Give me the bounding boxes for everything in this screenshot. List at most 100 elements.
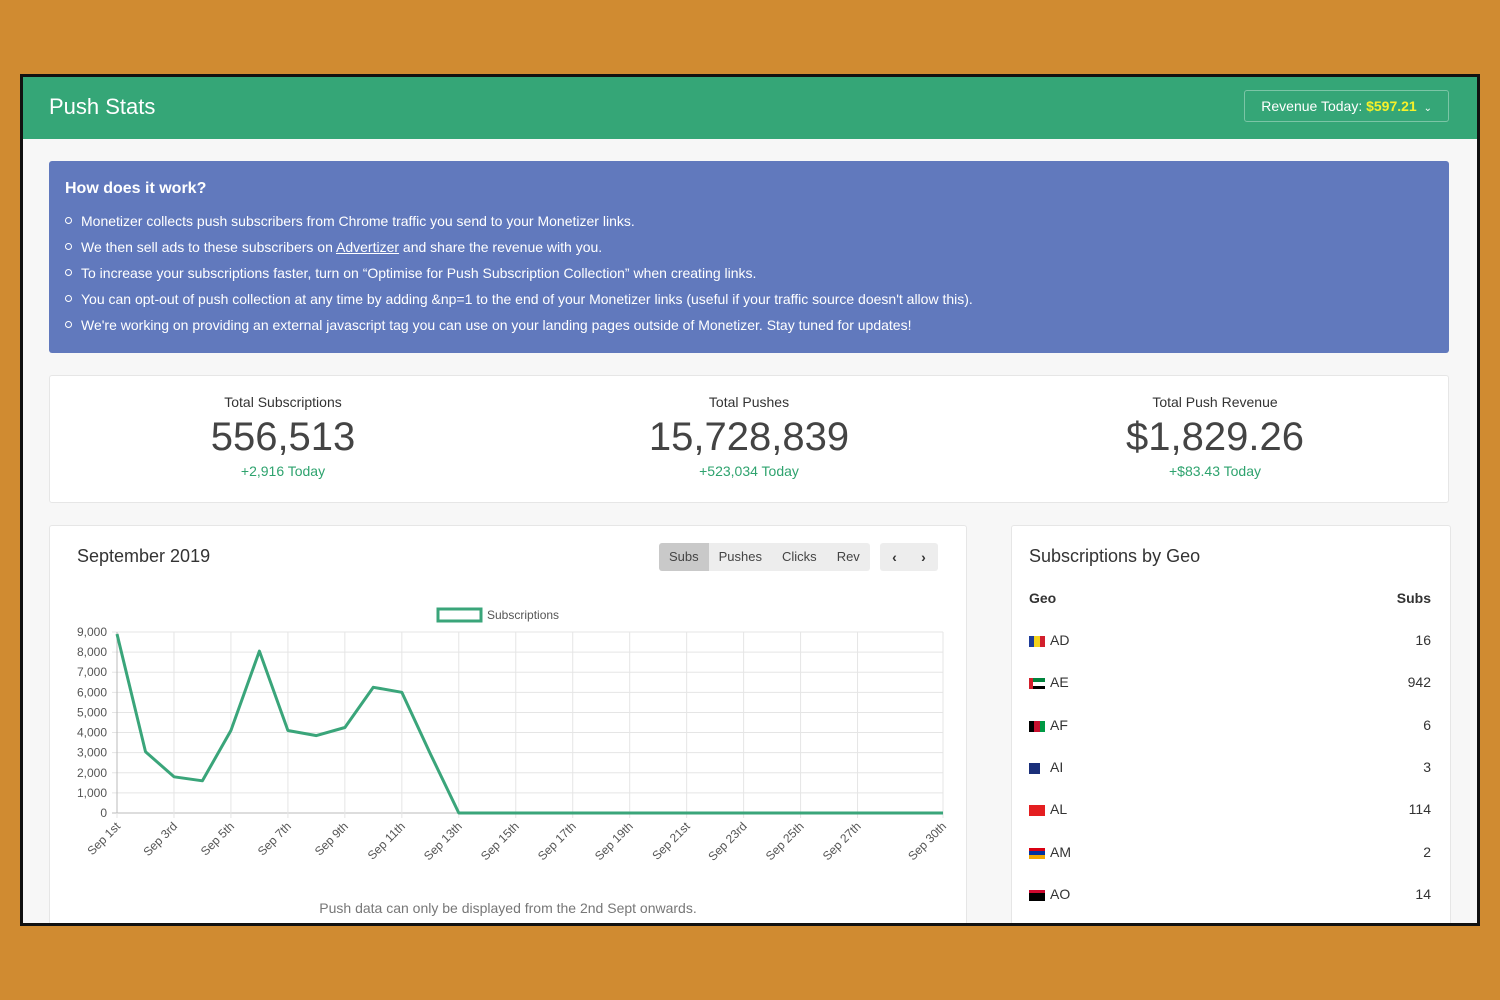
tab-clicks[interactable]: Clicks (772, 543, 827, 571)
flag-icon (1029, 847, 1045, 859)
geo-row-af: AF 6 (1029, 717, 1431, 737)
y-tick-label: 6,000 (77, 685, 107, 699)
x-tick-label: Sep 7th (255, 819, 294, 858)
subscriptions-series-line (115, 633, 943, 815)
bullet-icon (65, 243, 72, 250)
y-tick-label: 4,000 (77, 726, 107, 740)
month-navigation: ‹ › (880, 543, 938, 571)
subscriptions-line-chart: 0 1,000 2,000 3,000 4,000 5,000 6,000 7,000 8,00… (77, 607, 949, 864)
revenue-today-dropdown[interactable]: Revenue Today: $597.21 ⌄ (1244, 90, 1449, 122)
next-month-button[interactable]: › (909, 543, 938, 571)
geo-row-ae: AE 942 (1029, 674, 1431, 694)
x-tick-label: Sep 5th (198, 819, 237, 858)
info-item: Monetizer collects push subscribers from… (65, 211, 973, 237)
y-tick-label: 0 (100, 806, 107, 820)
y-tick-label: 9,000 (77, 625, 107, 639)
flag-icon (1029, 805, 1045, 817)
geo-subs-count: 14 (1415, 885, 1431, 902)
flag-icon (1029, 762, 1045, 774)
x-tick-label: Sep 23rd (705, 819, 749, 863)
chart-month-title: September 2019 (77, 546, 211, 566)
tab-pushes[interactable]: Pushes (708, 543, 773, 571)
y-tick-label: 3,000 (77, 746, 107, 760)
geo-row-al: AL 114 (1029, 801, 1431, 821)
stat-delta: +$83.43 Today (1169, 463, 1261, 479)
metric-tabs: Subs Pushes Clicks Rev (659, 543, 870, 571)
geo-row-ao: AO 14 (1029, 886, 1431, 906)
geo-subs-count: 2 (1423, 843, 1431, 860)
geo-subs-count: 942 (1407, 674, 1431, 691)
geo-code: AL (1050, 801, 1068, 818)
previous-month-button[interactable]: ‹ (880, 543, 909, 571)
stat-label: Total Subscriptions (224, 394, 342, 410)
bullet-icon (65, 321, 72, 328)
stat-label: Total Push Revenue (1152, 394, 1278, 410)
flag-icon (1029, 636, 1045, 647)
geo-subs-count: 6 (1423, 716, 1431, 733)
x-tick-label: Sep 30th (905, 819, 949, 863)
tab-subs[interactable]: Subs (659, 543, 709, 571)
bullet-icon (65, 217, 72, 224)
stat-value: 556,513 (210, 415, 356, 459)
chevron-right-icon: › (921, 549, 926, 565)
revenue-label: Revenue Today: (1261, 98, 1363, 114)
info-item: We then sell ads to these subscribers on… (65, 237, 973, 263)
stat-total-subscriptions: Total Subscriptions 556,513 +2,916 Today (50, 376, 516, 479)
legend-swatch (436, 607, 483, 623)
geo-row-ai: AI 3 (1029, 759, 1431, 779)
y-tick-label: 1,000 (77, 786, 107, 800)
flag-icon (1029, 720, 1045, 732)
info-text: We then sell ads to these subscribers on (81, 239, 336, 255)
stat-total-pushes: Total Pushes 15,728,839 +523,034 Today (516, 376, 982, 479)
top-bar: Push Stats Revenue Today: $597.21 ⌄ (23, 77, 1477, 139)
bullet-icon (65, 295, 72, 302)
x-tick-label: Sep 17th (535, 819, 579, 863)
x-tick-label: Sep 15th (478, 819, 522, 863)
info-item: We're working on providing an external j… (65, 315, 973, 341)
y-tick-label: 8,000 (77, 645, 107, 659)
geo-code: AE (1050, 674, 1069, 691)
info-text: Monetizer collects push subscribers from… (81, 213, 635, 229)
y-tick-label: 5,000 (77, 705, 107, 719)
x-tick-label: Sep 1st (84, 819, 123, 858)
info-text: You can opt-out of push collection at an… (81, 291, 973, 307)
tab-rev[interactable]: Rev (826, 543, 870, 571)
y-tick-label: 2,000 (77, 766, 107, 780)
info-text: To increase your subscriptions faster, t… (81, 265, 757, 281)
app-window: Push Stats Revenue Today: $597.21 ⌄ How … (20, 74, 1480, 926)
y-tick-label: 7,000 (77, 665, 107, 679)
x-tick-label: Sep 21st (649, 819, 693, 863)
page-title: Push Stats (49, 94, 156, 119)
geo-code: AI (1050, 758, 1064, 775)
x-tick-label: Sep 27th (820, 819, 864, 863)
info-item: To increase your subscriptions faster, t… (65, 263, 973, 289)
geo-code: AD (1050, 632, 1070, 648)
info-text: We're working on providing an external j… (81, 317, 912, 333)
info-item: You can opt-out of push collection at an… (65, 289, 973, 315)
flag-icon (1029, 889, 1045, 901)
info-list: Monetizer collects push subscribers from… (65, 211, 973, 341)
info-text: and share the revenue with you. (399, 239, 603, 255)
chevron-down-icon: ⌄ (1423, 103, 1432, 114)
x-tick-label: Sep 3rd (140, 819, 180, 859)
revenue-amount: $597.21 (1366, 98, 1417, 114)
stats-summary: Total Subscriptions 556,513 +2,916 Today… (49, 375, 1449, 503)
stat-delta: +523,034 Today (699, 463, 799, 479)
geo-column-header: Geo (1029, 590, 1057, 606)
legend-label: Subscriptions (487, 608, 559, 622)
advertizer-link[interactable]: Advertizer (336, 239, 400, 255)
geo-title: Subscriptions by Geo (1029, 546, 1201, 566)
chart-note: Push data can only be displayed from the… (319, 900, 697, 916)
info-heading: How does it work? (65, 180, 207, 197)
flag-icon (1029, 678, 1045, 690)
monthly-chart-card: September 2019 Subs Pushes Clicks Rev ‹ … (49, 525, 967, 923)
x-tick-label: Sep 9th (312, 819, 351, 858)
geo-code: AF (1050, 716, 1068, 733)
geo-table-header: Geo Subs (1029, 590, 1431, 606)
stat-total-push-revenue: Total Push Revenue $1,829.26 +$83.43 Tod… (982, 376, 1448, 479)
x-tick-label: Sep 19th (592, 819, 636, 863)
geo-subs-count: 3 (1423, 758, 1431, 775)
how-it-works-panel: How does it work? Monetizer collects pus… (49, 161, 1449, 353)
geo-code: AM (1050, 843, 1071, 860)
subs-column-header: Subs (1396, 590, 1431, 606)
